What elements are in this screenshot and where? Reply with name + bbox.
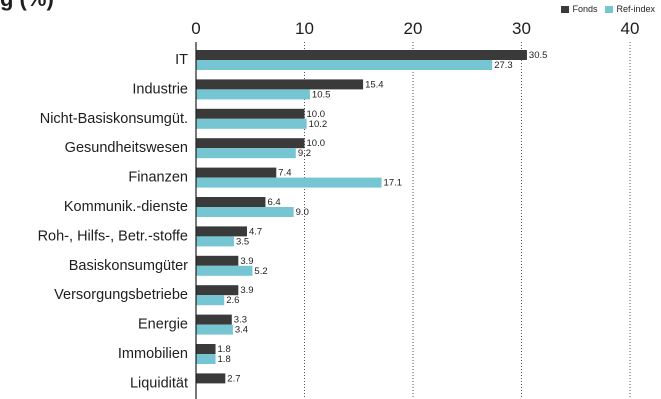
bar-ref-index: [196, 60, 493, 70]
bar-ref-index: [196, 118, 307, 129]
bar-fonds: [196, 255, 239, 266]
data-label: 15.4: [365, 79, 384, 90]
bar-fonds: [196, 167, 277, 178]
x-tick-label: 30: [512, 19, 531, 38]
data-label: 3.9: [240, 256, 253, 267]
legend-label-ref-index: Ref-index: [616, 4, 655, 14]
bar-ref-index: [196, 324, 233, 335]
bar-ref-index: [196, 236, 234, 247]
data-label: 10.0: [307, 109, 326, 120]
bar-ref-index: [196, 89, 310, 100]
data-label: 1.8: [218, 354, 231, 365]
data-label: 7.4: [278, 168, 291, 179]
data-label: 17.1: [384, 178, 403, 189]
chart-title-fragment: g (%): [0, 0, 54, 12]
bar-fonds: [196, 314, 232, 325]
data-label: 3.9: [240, 285, 253, 296]
bar-fonds: [196, 373, 226, 384]
bar-fonds: [196, 138, 305, 149]
bar-ref-index: [196, 148, 296, 159]
data-label: 5.2: [254, 266, 267, 277]
category-label: Immobilien: [118, 346, 188, 362]
bar-fonds: [196, 197, 266, 207]
data-label: 10.0: [307, 138, 326, 149]
legend-swatch-fonds: [561, 5, 570, 13]
category-label: Finanzen: [128, 170, 188, 186]
data-label: 10.2: [309, 119, 328, 130]
category-label: Basiskonsumgüter: [69, 258, 188, 274]
category-label: Versorgungsbetriebe: [54, 287, 188, 303]
bar-fonds: [196, 285, 239, 296]
legend-item-fonds: Fonds: [561, 4, 597, 14]
data-label: 9.0: [296, 207, 309, 218]
data-label: 30.5: [529, 50, 548, 61]
bar-fonds: [196, 344, 216, 354]
data-label: 2.7: [227, 373, 240, 384]
bar-ref-index: [196, 295, 225, 306]
legend: Fonds Ref-index: [561, 4, 655, 14]
category-label: Gesundheitswesen: [65, 140, 188, 156]
category-label: Energie: [138, 317, 188, 333]
category-label: IT: [175, 52, 188, 68]
category-label: Liquidität: [130, 375, 188, 391]
data-label: 4.7: [249, 226, 262, 237]
category-label: Kommunik.-dienste: [64, 199, 188, 215]
x-tick-label: 10: [295, 19, 314, 38]
legend-swatch-ref-index: [605, 5, 614, 13]
data-label: 3.5: [236, 236, 249, 247]
category-label: Roh-, Hilfs-, Betr.-stoffe: [38, 228, 188, 244]
data-label: 6.4: [267, 197, 280, 208]
data-label: 27.3: [494, 60, 512, 71]
x-tick-label: 20: [404, 19, 423, 38]
data-label: 10.5: [312, 89, 331, 100]
bar-ref-index: [196, 207, 294, 217]
data-label: 9.2: [298, 148, 311, 159]
legend-label-fonds: Fonds: [572, 4, 598, 14]
data-label: 3.4: [235, 325, 248, 336]
bar-ref-index: [196, 265, 253, 276]
bar-fonds: [196, 50, 527, 60]
bar-fonds: [196, 226, 247, 237]
bar-fonds: [196, 79, 364, 90]
data-label: 2.6: [226, 295, 239, 306]
data-label: 3.3: [234, 315, 247, 326]
bar-ref-index: [196, 177, 382, 188]
x-tick-label: 0: [191, 19, 200, 38]
data-label: 1.8: [218, 344, 231, 355]
legend-item-ref-index: Ref-index: [605, 4, 655, 14]
category-label: Industrie: [132, 81, 188, 97]
bar-fonds: [196, 108, 305, 119]
x-tick-label: 40: [621, 19, 640, 38]
category-label: Nicht-Basiskonsumgüt.: [40, 111, 188, 127]
bar-ref-index: [196, 354, 216, 364]
